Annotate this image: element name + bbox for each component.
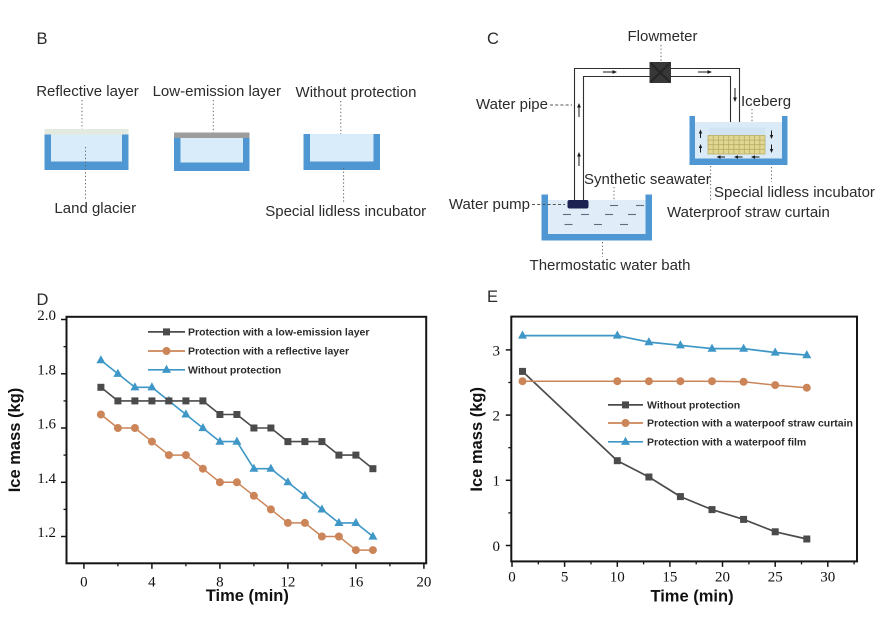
svg-text:Special lidless incubator: Special lidless incubator — [265, 203, 426, 220]
svg-text:1.2: 1.2 — [37, 525, 56, 541]
svg-text:Time (min): Time (min) — [206, 587, 289, 605]
svg-text:Without protection: Without protection — [296, 84, 417, 101]
svg-text:Without protection: Without protection — [647, 400, 740, 412]
svg-text:Low-emission layer: Low-emission layer — [153, 83, 281, 100]
svg-text:Without protection: Without protection — [188, 365, 281, 377]
svg-text:C: C — [487, 30, 499, 48]
svg-text:1.8: 1.8 — [37, 362, 56, 378]
svg-text:Time (min): Time (min) — [650, 588, 733, 606]
svg-text:16: 16 — [348, 574, 364, 590]
svg-text:E: E — [487, 288, 498, 306]
svg-text:Reflective layer: Reflective layer — [36, 83, 139, 100]
svg-text:15: 15 — [662, 570, 677, 586]
svg-text:0: 0 — [508, 570, 516, 586]
svg-text:Waterproof straw curtain: Waterproof straw curtain — [667, 204, 830, 221]
svg-text:1.6: 1.6 — [37, 417, 56, 433]
svg-text:Protection with a waterpoof fi: Protection with a waterpoof film — [647, 437, 806, 449]
svg-text:Protection with a waterpoof st: Protection with a waterpoof straw curtai… — [647, 418, 853, 430]
svg-text:Ice mass (kg): Ice mass (kg) — [468, 387, 486, 492]
svg-text:Water pump: Water pump — [449, 196, 530, 213]
svg-text:Iceberg: Iceberg — [741, 93, 791, 110]
svg-text:3: 3 — [493, 343, 501, 359]
svg-text:30: 30 — [820, 570, 835, 586]
svg-text:25: 25 — [768, 570, 783, 586]
svg-text:10: 10 — [610, 570, 625, 586]
svg-text:Protection with a low-emission: Protection with a low-emission layer — [188, 327, 369, 339]
svg-text:Thermostatic water bath: Thermostatic water bath — [530, 257, 691, 274]
svg-text:1.4: 1.4 — [37, 471, 56, 487]
svg-text:20: 20 — [416, 574, 431, 590]
svg-text:12: 12 — [280, 574, 295, 590]
svg-text:0: 0 — [80, 574, 88, 590]
svg-text:Special lidless incubator: Special lidless incubator — [714, 184, 875, 201]
svg-text:4: 4 — [148, 574, 156, 590]
svg-text:0: 0 — [493, 539, 501, 555]
svg-text:2.0: 2.0 — [37, 308, 56, 324]
svg-text:D: D — [37, 291, 49, 309]
svg-text:20: 20 — [715, 570, 730, 586]
svg-text:Flowmeter: Flowmeter — [627, 28, 697, 45]
svg-text:Protection with a reflective l: Protection with a reflective layer — [188, 346, 349, 358]
svg-text:Synthetic seawater: Synthetic seawater — [584, 171, 711, 188]
svg-text:Land glacier: Land glacier — [54, 200, 136, 217]
svg-text:1: 1 — [493, 474, 501, 490]
svg-text:2: 2 — [493, 409, 501, 425]
svg-text:5: 5 — [561, 570, 569, 586]
svg-text:B: B — [37, 30, 48, 48]
svg-text:Water pipe: Water pipe — [476, 96, 548, 113]
svg-text:Ice mass (kg): Ice mass (kg) — [6, 388, 24, 493]
svg-text:8: 8 — [216, 574, 224, 590]
